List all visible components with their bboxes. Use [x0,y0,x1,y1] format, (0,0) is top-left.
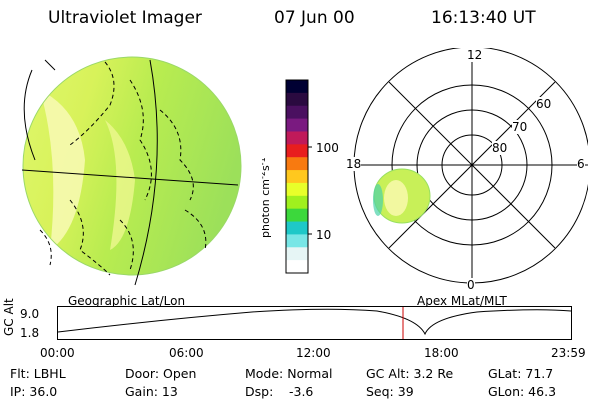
colorbar-segment [286,195,308,210]
time-tick-0000: 00:00 [40,346,75,360]
glat-readout: GLat: 71.7 [488,366,554,381]
mode-readout: Mode: Normal [245,366,333,381]
altitude-curve [57,308,572,336]
colorbar-segment [286,234,308,248]
dsp-value: -3.6 [289,384,314,399]
time-tick-1200: 12:00 [296,346,331,360]
colorbar-segment [286,260,308,274]
door-readout: Door: Open [125,366,197,381]
mlat-label-60: 60 [536,97,552,111]
geographic-image [21,56,242,286]
altitude-plot [57,306,572,340]
disk-outline [22,56,242,276]
mlt-label-6: 6 [577,157,585,171]
colorbar-tick-label-10: 10 [316,228,332,242]
colorbar-segment [286,80,308,94]
instrument-title: Ultraviolet Imager [48,8,202,28]
colorbar-frame [285,79,309,274]
colorbar-segment [286,105,308,120]
mlt-label-0: 0 [467,278,475,292]
colorbar-segment [286,221,308,235]
colorbar-segment [286,92,308,107]
altitude-ytick-9: 9.0 [20,307,40,321]
dsp-label: Dsp: [245,384,274,399]
colorbar-segment [286,131,308,145]
ip-readout: IP: 36.0 [10,384,58,399]
time-tick-2359: 23:59 [551,346,586,360]
time-tick-1800: 18:00 [424,346,459,360]
geo-panel-label: Geographic Lat/Lon [68,294,186,308]
altitude-ytick-1: 1.8 [20,326,40,340]
mlat-label-70: 70 [512,120,528,134]
altitude-ylabel: GC Alt [2,298,16,336]
date-label: 07 Jun 00 [274,8,355,28]
colorbar-tick-label-100: 100 [316,141,339,155]
edge-arc [23,69,36,161]
colorbar-segment [286,170,308,184]
altitude-frame [57,306,572,340]
auroral-bright-band [40,90,85,250]
colorbar: photon cm-2s-1 [262,79,312,274]
polar-panel-label: Apex MLat/MLT [417,294,507,308]
colorbar-segment [286,118,308,132]
seq-readout: Seq: 39 [366,384,414,399]
colorbar-segment [286,157,308,171]
glon-readout: GLon: 46.3 [488,384,557,399]
colorbar-segment [286,247,308,261]
colorbar-segment [286,144,308,158]
gain-readout: Gain: 13 [125,384,178,399]
mlt-label-12: 12 [467,48,483,62]
polar-diagonal-2 [388,81,556,249]
mlat-label-80: 80 [492,141,508,155]
gc-alt-readout: GC Alt: 3.2 Re [366,366,454,381]
time-tick-0600: 06:00 [169,346,204,360]
polar-auroral-bright [384,180,408,216]
filter-readout: Flt: LBHL [10,366,66,381]
latitude-line [21,169,239,186]
coastlines [39,61,207,276]
time-label: 16:13:40 UT [431,8,536,28]
longitude-line [134,59,158,286]
auroral-secondary-band [105,120,135,250]
polar-auroral-edge [373,184,383,216]
colorbar-segment [286,208,308,223]
colorbar-unit-label: photon cm-2s-1 [262,157,272,238]
colorbar-segment [286,182,308,197]
polar-plot [353,48,588,284]
corner-tick [44,59,56,71]
mlt-label-18: 18 [346,157,362,171]
